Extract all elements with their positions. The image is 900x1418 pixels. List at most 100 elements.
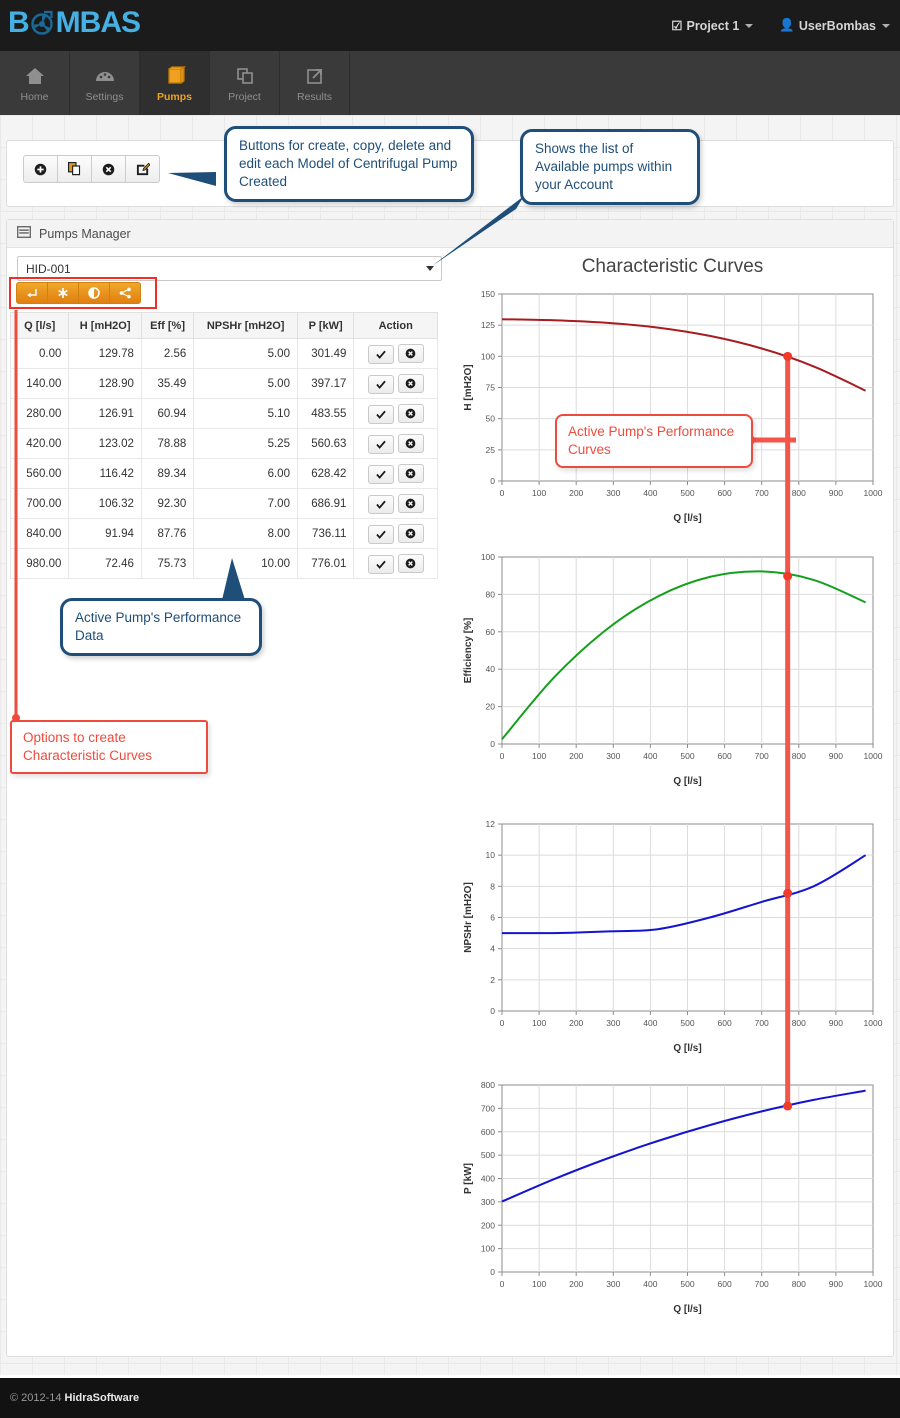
curve-contrast-button[interactable] bbox=[78, 282, 110, 304]
row-accept-button[interactable] bbox=[367, 524, 394, 544]
cell-h: 129.78 bbox=[68, 338, 142, 369]
check-icon bbox=[375, 440, 386, 449]
cell-p: 483.55 bbox=[296, 398, 355, 429]
row-delete-button[interactable] bbox=[397, 403, 424, 423]
project-selector[interactable]: ☑ Project 1 bbox=[671, 18, 754, 33]
svg-text:400: 400 bbox=[643, 488, 657, 498]
svg-text:Q [l/s]: Q [l/s] bbox=[673, 776, 701, 787]
cell-eff: 75.73 bbox=[140, 548, 195, 579]
svg-text:150: 150 bbox=[481, 289, 495, 299]
nav-tab-settings[interactable]: Settings bbox=[70, 51, 140, 115]
app-logo[interactable]: B MBAS bbox=[8, 6, 141, 40]
times-circle-icon bbox=[405, 438, 416, 448]
check-icon bbox=[375, 560, 386, 569]
cell-h: 128.90 bbox=[68, 368, 142, 399]
cell-q: 280.00 bbox=[9, 398, 70, 429]
svg-text:600: 600 bbox=[718, 488, 732, 498]
cell-p: 776.01 bbox=[296, 548, 355, 579]
svg-text:100: 100 bbox=[532, 1018, 546, 1028]
curve-fit-button[interactable] bbox=[16, 282, 48, 304]
cell-action bbox=[353, 518, 438, 549]
curve-button-group bbox=[16, 282, 141, 304]
cell-npshr: 5.25 bbox=[193, 428, 298, 459]
nav-tab-pumps[interactable]: Pumps bbox=[140, 51, 210, 115]
row-delete-button[interactable] bbox=[397, 373, 424, 393]
table-header-row: Q [l/s] H [mH2O] Eff [%] NPSHr [mH2O] P … bbox=[9, 312, 438, 339]
chart-efficiency: 0 100 200 300 400 500 600 700 800 900 1000 0 20 40 60 8… bbox=[460, 545, 885, 790]
times-circle-icon bbox=[405, 558, 416, 568]
cell-q: 560.00 bbox=[9, 458, 70, 489]
row-accept-button[interactable] bbox=[367, 554, 394, 574]
table-row: 560.00 116.42 89.34 6.00 628.42 bbox=[9, 458, 438, 489]
cell-p: 736.11 bbox=[296, 518, 355, 549]
row-accept-button[interactable] bbox=[367, 344, 394, 364]
svg-text:900: 900 bbox=[829, 1018, 843, 1028]
delete-pump-button[interactable] bbox=[91, 155, 126, 183]
create-pump-button[interactable] bbox=[23, 155, 58, 183]
col-q: Q [l/s] bbox=[9, 312, 70, 339]
edit-pump-button[interactable] bbox=[125, 155, 160, 183]
panel-header: Pumps Manager bbox=[7, 220, 893, 248]
row-accept-button[interactable] bbox=[367, 404, 394, 424]
home-icon bbox=[24, 64, 46, 88]
cell-action bbox=[353, 398, 438, 429]
svg-text:12: 12 bbox=[486, 819, 496, 829]
cell-eff: 2.56 bbox=[140, 338, 195, 369]
row-delete-button[interactable] bbox=[397, 343, 424, 363]
svg-text:600: 600 bbox=[718, 1018, 732, 1028]
copy-pump-button[interactable] bbox=[57, 155, 92, 183]
chart-head: 0 100 200 300 400 500 600 700 800 900 1000 0 25 50 75 1… bbox=[460, 282, 885, 527]
row-accept-button[interactable] bbox=[367, 464, 394, 484]
table-row: 280.00 126.91 60.94 5.10 483.55 bbox=[9, 398, 438, 429]
level-down-arrow-icon bbox=[27, 288, 37, 297]
cell-npshr: 5.00 bbox=[193, 338, 298, 369]
svg-text:75: 75 bbox=[486, 383, 496, 393]
nav-label: Settings bbox=[85, 90, 124, 103]
row-accept-button[interactable] bbox=[367, 434, 394, 454]
edit-pencil-icon bbox=[136, 162, 150, 176]
nav-tab-results[interactable]: Results bbox=[280, 51, 350, 115]
check-icon bbox=[375, 350, 386, 359]
curve-star-button[interactable] bbox=[47, 282, 79, 304]
checkbox-icon: ☑ bbox=[671, 19, 683, 33]
row-delete-button[interactable] bbox=[397, 463, 424, 483]
row-delete-button[interactable] bbox=[397, 553, 424, 573]
row-delete-button[interactable] bbox=[397, 433, 424, 453]
svg-text:800: 800 bbox=[792, 1279, 806, 1289]
chart-npshr: 0 100 200 300 400 500 600 700 800 900 1000 0 2 4 6 8 10 1… bbox=[460, 812, 885, 1057]
page-footer: © 2012-14 HidraSoftware bbox=[0, 1378, 900, 1418]
cell-eff: 87.76 bbox=[140, 518, 195, 549]
svg-text:400: 400 bbox=[643, 1018, 657, 1028]
pump-select[interactable]: HID-001 bbox=[17, 256, 442, 281]
times-circle-icon bbox=[405, 528, 416, 538]
nav-tab-project[interactable]: Project bbox=[210, 51, 280, 115]
svg-text:8: 8 bbox=[490, 881, 495, 891]
nav-tab-home[interactable]: Home bbox=[0, 51, 70, 115]
row-accept-button[interactable] bbox=[367, 494, 394, 514]
svg-text:10: 10 bbox=[486, 850, 496, 860]
row-delete-button[interactable] bbox=[397, 493, 424, 513]
row-delete-button[interactable] bbox=[397, 523, 424, 543]
table-icon bbox=[16, 225, 32, 241]
cell-npshr: 10.00 bbox=[193, 548, 298, 579]
svg-text:300: 300 bbox=[481, 1197, 495, 1207]
curve-share-button[interactable] bbox=[109, 282, 141, 304]
user-menu[interactable]: 👤 UserBombas bbox=[779, 18, 890, 33]
cell-action bbox=[353, 338, 438, 369]
svg-text:100: 100 bbox=[532, 751, 546, 761]
check-icon bbox=[375, 410, 386, 419]
callout-toolbar-buttons: Buttons for create, copy, delete and edi… bbox=[224, 126, 474, 202]
copy-icon bbox=[68, 162, 81, 176]
row-accept-button[interactable] bbox=[367, 374, 394, 394]
plus-circle-icon bbox=[34, 163, 47, 175]
adjust-half-circle-icon bbox=[88, 287, 100, 299]
svg-text:100: 100 bbox=[481, 552, 495, 562]
book-icon bbox=[164, 64, 186, 88]
cell-q: 700.00 bbox=[9, 488, 70, 519]
svg-text:300: 300 bbox=[606, 1018, 620, 1028]
svg-text:600: 600 bbox=[481, 1127, 495, 1137]
svg-text:200: 200 bbox=[569, 751, 583, 761]
chart-power: 0 100 200 300 400 500 600 700 800 900 1000 0 100 200 3… bbox=[460, 1073, 885, 1318]
svg-text:800: 800 bbox=[481, 1080, 495, 1090]
col-eff: Eff [%] bbox=[140, 312, 195, 339]
